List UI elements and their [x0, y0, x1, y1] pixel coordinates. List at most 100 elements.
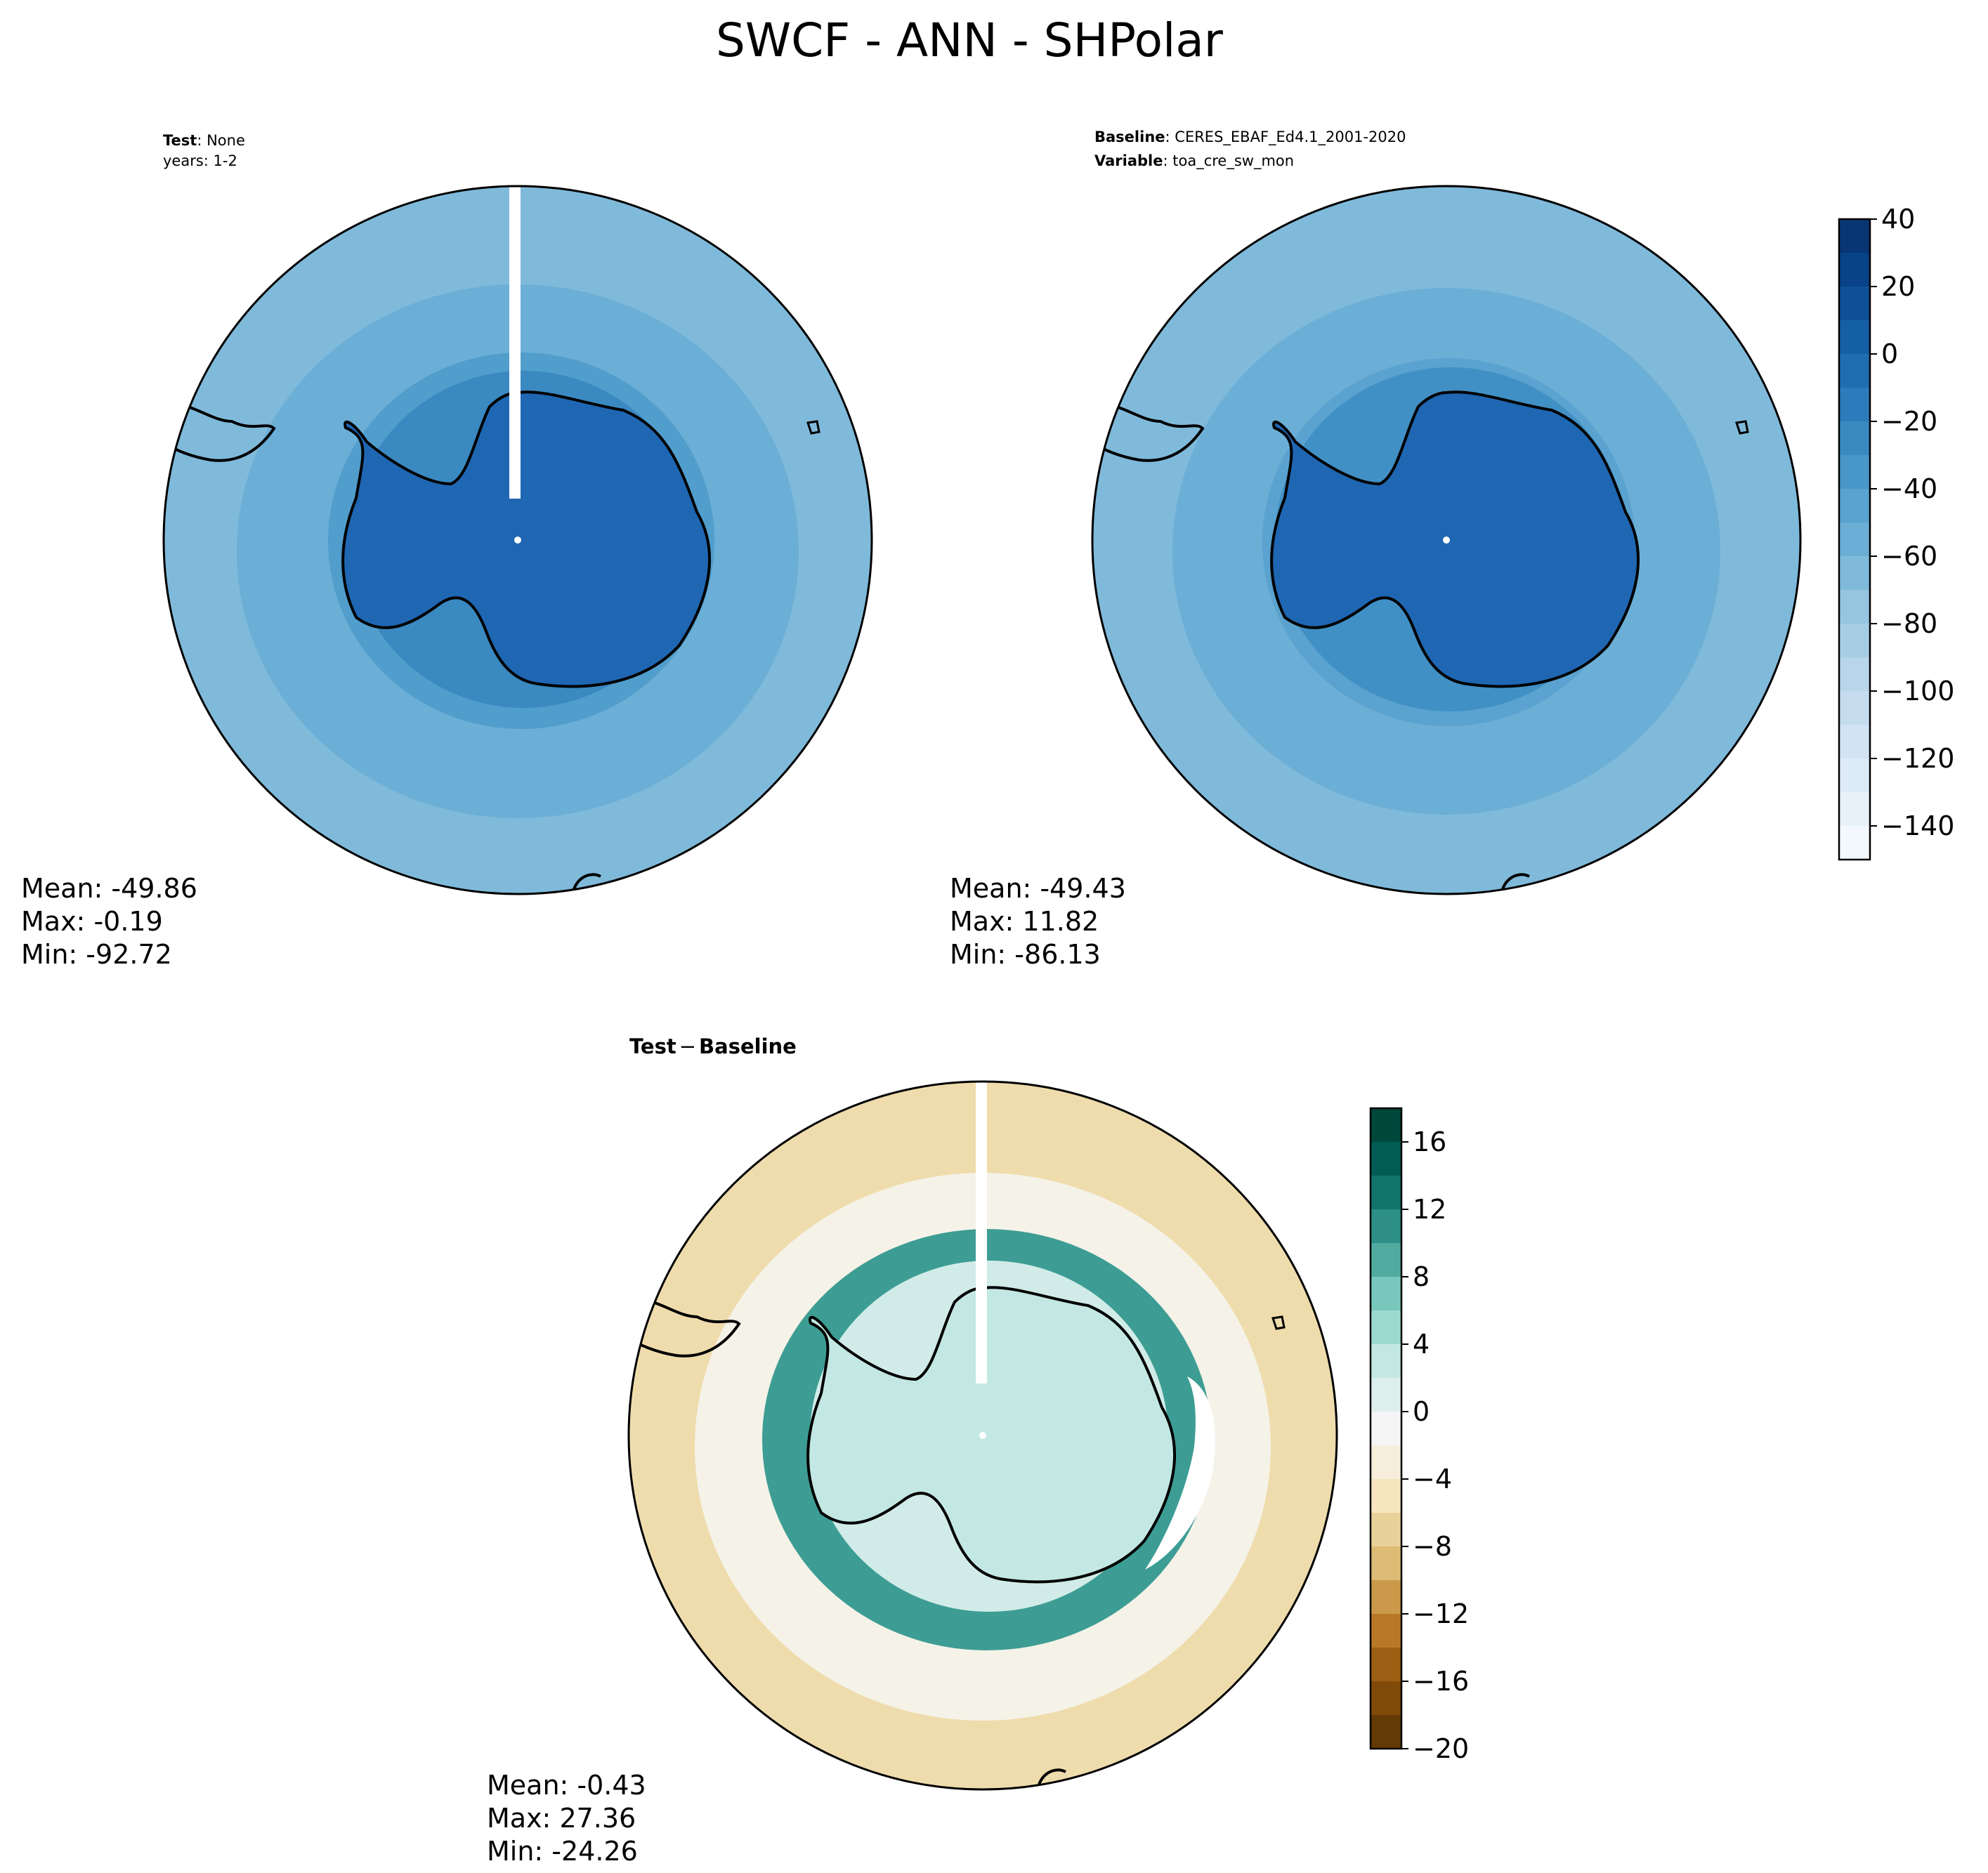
- colorbar-segment: [1371, 1142, 1401, 1176]
- colorbar-tick-label: −100: [1881, 676, 1954, 707]
- baseline-island-coastline: [1735, 420, 1749, 435]
- diff-title-minus: −: [679, 1034, 696, 1058]
- baseline-header-value: CERES_EBAF_Ed4.1_2001-2020: [1175, 129, 1406, 146]
- baseline-south-america-coastline: [1092, 402, 1205, 462]
- colorbar-brbg: 16 12 8 4 0 −4 −8 −12 −16 −20: [1369, 1107, 1469, 1764]
- colorbar-tick-label: −8: [1413, 1531, 1452, 1562]
- colorbar-tick-label: 20: [1881, 271, 1915, 302]
- colorbar-tick-label: 40: [1881, 204, 1915, 235]
- test-panel: Test: None years: 1-2 Mean: -49.86 Max: …: [21, 132, 873, 970]
- colorbar-segment: [1371, 1614, 1401, 1648]
- colorbar-segment: [1371, 1412, 1401, 1446]
- baseline-pole-marker: [1443, 537, 1450, 544]
- colorbar-segment: [1839, 792, 1870, 827]
- diff-stat-min: Min: -24.26: [487, 1836, 638, 1867]
- variable-label: Variable: [1094, 152, 1163, 169]
- colorbar-tick-label: −20: [1413, 1733, 1469, 1764]
- baseline-map-boundary: [1091, 185, 1802, 895]
- baseline-stat-min: Min: -86.13: [950, 939, 1101, 970]
- colorbar-segment: [1839, 725, 1870, 759]
- colorbar-tick-label: −40: [1881, 473, 1937, 504]
- colorbar-segment: [1371, 1378, 1401, 1412]
- diff-south-america-coastline: [629, 1297, 741, 1358]
- test-header-label: Test: [163, 132, 197, 149]
- diff-stat-mean: Mean: -0.43: [487, 1770, 646, 1801]
- variable-value: toa_cre_sw_mon: [1172, 152, 1294, 170]
- colorbar-segment: [1371, 1243, 1401, 1277]
- colorbar-segment: [1839, 320, 1870, 355]
- colorbar-segment: [1839, 624, 1870, 658]
- colorbar-segment: [1371, 1479, 1401, 1513]
- baseline-header-line2: Variable: toa_cre_sw_mon: [1094, 152, 1294, 170]
- figure-title: SWCF - ANN - SHPolar: [716, 13, 1224, 67]
- diff-map: [629, 1082, 1337, 1789]
- colorbar-segment: [1839, 287, 1870, 321]
- colorbar-segment: [1371, 1310, 1401, 1345]
- colorbar-tick-label: 16: [1413, 1126, 1446, 1157]
- colorbar-segment: [1371, 1546, 1401, 1581]
- colorbar-segment: [1839, 590, 1870, 624]
- colorbar-segment: [1371, 1344, 1401, 1379]
- colorbar-segment: [1839, 758, 1870, 793]
- colorbar-tick-label: −16: [1413, 1666, 1469, 1697]
- diff-missing-data-stripe: [976, 1082, 987, 1384]
- colorbar-segment: [1839, 455, 1870, 489]
- diff-panel: Test − Baseline Mean: -0.43 Max: 27.36 Min…: [487, 1034, 1338, 1867]
- colorbar-segment: [1839, 253, 1870, 287]
- test-pole-marker: [514, 537, 521, 544]
- test-map: [164, 186, 872, 894]
- colorbar-segment: [1371, 1209, 1401, 1244]
- colorbar-segment: [1371, 1715, 1401, 1749]
- colorbar-segment: [1839, 489, 1870, 523]
- colorbar-tick-label: −20: [1881, 406, 1937, 437]
- test-stat-mean: Mean: -49.86: [21, 873, 197, 904]
- colorbar-tick-label: −80: [1881, 608, 1937, 639]
- test-header-line1: Test: None: [163, 132, 245, 149]
- test-missing-data-stripe: [509, 186, 521, 499]
- colorbar-segment: [1371, 1580, 1401, 1615]
- colorbar-segment: [1371, 1445, 1401, 1480]
- test-south-america-coastline: [164, 402, 276, 462]
- baseline-header-line1: Baseline: CERES_EBAF_Ed4.1_2001-2020: [1094, 129, 1406, 146]
- colorbar-segment: [1839, 354, 1870, 388]
- diff-pole-marker: [979, 1432, 986, 1439]
- diff-title-test: Test: [629, 1034, 676, 1058]
- colorbar-segment: [1839, 388, 1870, 422]
- diff-island-coastline: [1271, 1315, 1286, 1330]
- colorbar-segment: [1839, 657, 1870, 692]
- colorbar-segment: [1371, 1681, 1401, 1716]
- colorbar-segment: [1371, 1513, 1401, 1547]
- colorbar-tick-label: 0: [1413, 1396, 1430, 1427]
- colorbar-tick-label: 4: [1413, 1329, 1430, 1360]
- diff-title-baseline: Baseline: [699, 1034, 797, 1058]
- colorbar-segment: [1371, 1277, 1401, 1311]
- colorbar-segment: [1839, 523, 1870, 557]
- colorbar-tick-label: −120: [1881, 743, 1954, 774]
- colorbar-segment: [1839, 219, 1870, 254]
- baseline-stat-mean: Mean: -49.43: [950, 873, 1126, 904]
- colorbar-segment: [1839, 691, 1870, 725]
- test-stat-max: Max: -0.19: [21, 906, 163, 937]
- colorbar-tick-label: 12: [1413, 1194, 1446, 1225]
- colorbar-segment: [1839, 421, 1870, 456]
- test-map-boundary: [162, 185, 873, 895]
- colorbar-tick-label: 0: [1881, 339, 1898, 369]
- colorbar-tick-label: 8: [1413, 1261, 1430, 1292]
- diff-map-boundary: [627, 1080, 1338, 1791]
- colorbar-tick-label: −12: [1413, 1598, 1469, 1629]
- colorbar-tick-label: −4: [1413, 1464, 1452, 1494]
- colorbar-segment: [1371, 1176, 1401, 1210]
- colorbar-segment: [1839, 556, 1870, 591]
- test-header-line2: years: 1-2: [163, 152, 237, 169]
- colorbar-frame: [1838, 218, 1871, 861]
- colorbar-tick-label: −60: [1881, 541, 1937, 572]
- test-stat-min: Min: -92.72: [21, 939, 172, 970]
- baseline-map: [1092, 186, 1800, 894]
- diff-sea-ice-gap: [1145, 1376, 1215, 1570]
- colorbar-blues: 40 20 0 −20 −40 −60 −80 −100 −120 −140: [1838, 204, 1954, 861]
- colorbar-tick-label: −140: [1881, 810, 1954, 841]
- baseline-stat-max: Max: 11.82: [950, 906, 1099, 937]
- colorbar-segment: [1371, 1108, 1401, 1143]
- colorbar-frame: [1369, 1107, 1403, 1750]
